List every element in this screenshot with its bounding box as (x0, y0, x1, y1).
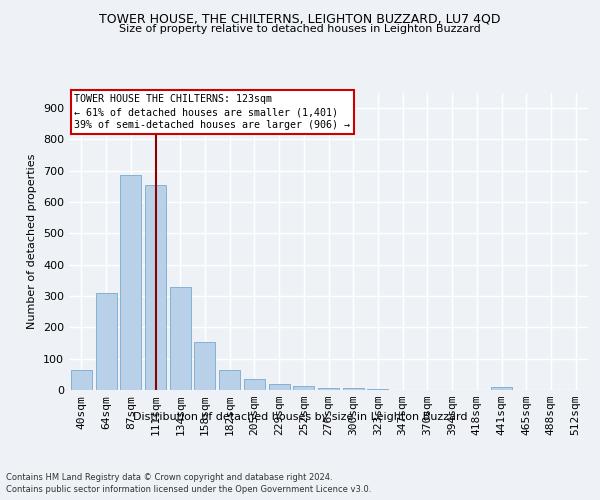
Bar (194, 342, 215, 390)
Bar (293, 386, 314, 390)
Text: Distribution of detached houses by size in Leighton Buzzard: Distribution of detached houses by size … (133, 412, 467, 422)
Bar (244, 379, 265, 390)
Text: Contains public sector information licensed under the Open Government Licence v3: Contains public sector information licen… (6, 485, 371, 494)
Text: TOWER HOUSE, THE CHILTERNS, LEIGHTON BUZZARD, LU7 4QD: TOWER HOUSE, THE CHILTERNS, LEIGHTON BUZ… (99, 12, 501, 26)
Text: Contains HM Land Registry data © Crown copyright and database right 2024.: Contains HM Land Registry data © Crown c… (6, 472, 332, 482)
Bar (120, 176, 141, 390)
Bar (170, 286, 191, 390)
Bar (269, 384, 290, 390)
Bar (343, 388, 364, 390)
Bar (491, 388, 512, 390)
Y-axis label: Number of detached properties: Number of detached properties (28, 154, 37, 329)
Bar (318, 388, 339, 390)
Bar (145, 185, 166, 390)
Text: TOWER HOUSE THE CHILTERNS: 123sqm
← 61% of detached houses are smaller (1,401)
3: TOWER HOUSE THE CHILTERNS: 123sqm ← 61% … (74, 94, 350, 130)
Bar (219, 370, 240, 390)
Bar (95, 293, 116, 390)
Text: Size of property relative to detached houses in Leighton Buzzard: Size of property relative to detached ho… (119, 24, 481, 34)
Bar (71, 370, 92, 390)
